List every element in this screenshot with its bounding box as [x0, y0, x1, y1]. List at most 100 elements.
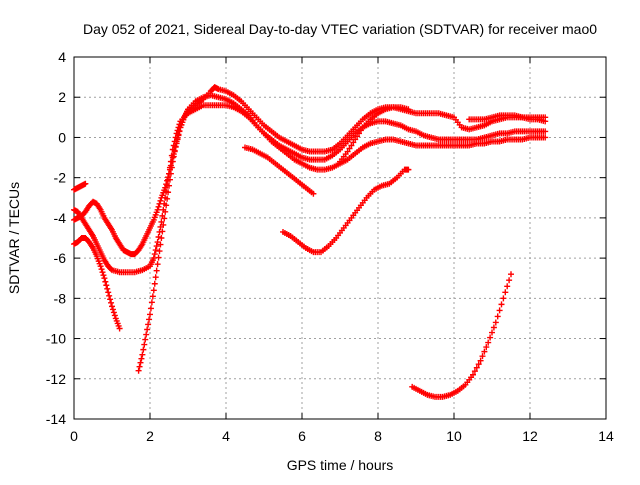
- data-point: [106, 292, 113, 299]
- data-point: [141, 341, 148, 348]
- data-point: [508, 271, 514, 278]
- data-point: [357, 127, 364, 134]
- data-point: [136, 363, 143, 370]
- data-point: [108, 299, 115, 306]
- data-point: [97, 263, 104, 270]
- data-point: [502, 289, 509, 296]
- data-point: [504, 283, 511, 290]
- data-point: [154, 206, 161, 213]
- y-tick-label: 4: [58, 49, 66, 65]
- data-point: [103, 282, 110, 289]
- data-point: [162, 208, 169, 215]
- data-point: [405, 166, 412, 173]
- data-point: [348, 142, 355, 149]
- y-tick-label: -4: [54, 210, 67, 226]
- data-point: [138, 355, 145, 362]
- data-point: [158, 235, 165, 241]
- data-point: [116, 325, 123, 332]
- data-point: [135, 367, 142, 374]
- data-point: [169, 158, 176, 165]
- data-point: [350, 139, 357, 146]
- y-tick-label: 0: [58, 129, 66, 145]
- data-point: [155, 203, 162, 210]
- x-tick-label: 2: [146, 428, 154, 444]
- data-point: [151, 280, 158, 287]
- data-point: [498, 301, 505, 308]
- data-points: [71, 84, 549, 400]
- data-point: [165, 189, 172, 196]
- data-point: [475, 361, 482, 368]
- data-point: [139, 351, 146, 358]
- data-point: [107, 296, 114, 303]
- data-point: [352, 136, 359, 143]
- data-point: [109, 306, 116, 313]
- data-point: [479, 353, 486, 360]
- data-point: [146, 316, 153, 323]
- x-axis: 0 2 4 6 8 10 12 14: [70, 57, 614, 444]
- grid-lines: [74, 57, 606, 419]
- data-point: [152, 247, 159, 254]
- data-point: [346, 145, 353, 152]
- data-point: [158, 218, 165, 225]
- data-point: [105, 289, 112, 296]
- x-tick-label: 4: [222, 428, 230, 444]
- data-point: [471, 368, 478, 375]
- data-point: [109, 303, 115, 310]
- data-point: [155, 254, 162, 261]
- data-point: [163, 202, 170, 209]
- chart-title: Day 052 of 2021, Sidereal Day-to-day VTE…: [83, 21, 597, 37]
- data-point: [137, 359, 144, 366]
- data-point: [156, 248, 163, 255]
- data-point: [147, 305, 154, 312]
- data-point: [494, 313, 501, 320]
- data-point: [477, 357, 484, 364]
- data-point: [356, 130, 362, 137]
- data-point: [176, 127, 183, 134]
- data-point: [153, 267, 160, 274]
- data-point: [172, 143, 179, 150]
- y-tick-label: -8: [54, 290, 67, 306]
- data-point: [485, 339, 492, 346]
- data-point: [157, 241, 164, 248]
- data-point: [473, 364, 480, 371]
- data-point: [98, 266, 105, 273]
- data-point: [151, 251, 158, 258]
- y-tick-label: 2: [58, 89, 66, 105]
- data-point: [164, 177, 171, 184]
- data-point: [100, 272, 107, 279]
- data-point: [149, 293, 156, 300]
- data-point: [111, 312, 118, 319]
- data-point: [470, 371, 476, 378]
- plot-frame: [73, 56, 607, 420]
- data-point: [143, 331, 150, 338]
- data-point: [148, 299, 155, 306]
- data-point: [167, 170, 174, 177]
- data-point: [489, 329, 495, 336]
- y-tick-label: -12: [46, 371, 66, 387]
- data-point: [166, 182, 172, 189]
- y-tick-label: -6: [54, 250, 67, 266]
- data-point: [110, 309, 117, 316]
- data-point: [104, 285, 111, 292]
- data-point: [144, 326, 151, 333]
- data-point: [174, 134, 181, 141]
- data-point: [160, 221, 167, 228]
- data-point: [354, 133, 361, 140]
- data-point: [496, 307, 503, 314]
- data-point: [166, 176, 173, 183]
- x-tick-label: 6: [298, 428, 306, 444]
- data-point: [140, 346, 147, 353]
- data-point: [142, 336, 149, 343]
- data-point: [173, 138, 180, 145]
- data-point: [542, 118, 549, 125]
- data-point: [152, 274, 159, 281]
- data-point: [487, 334, 494, 341]
- data-point: [157, 197, 164, 204]
- x-tick-label: 12: [522, 428, 538, 444]
- data-point: [506, 277, 513, 284]
- y-tick-label: -10: [46, 331, 66, 347]
- y-axis-label: SDTVAR / TECUs: [6, 182, 22, 294]
- data-point: [168, 164, 175, 171]
